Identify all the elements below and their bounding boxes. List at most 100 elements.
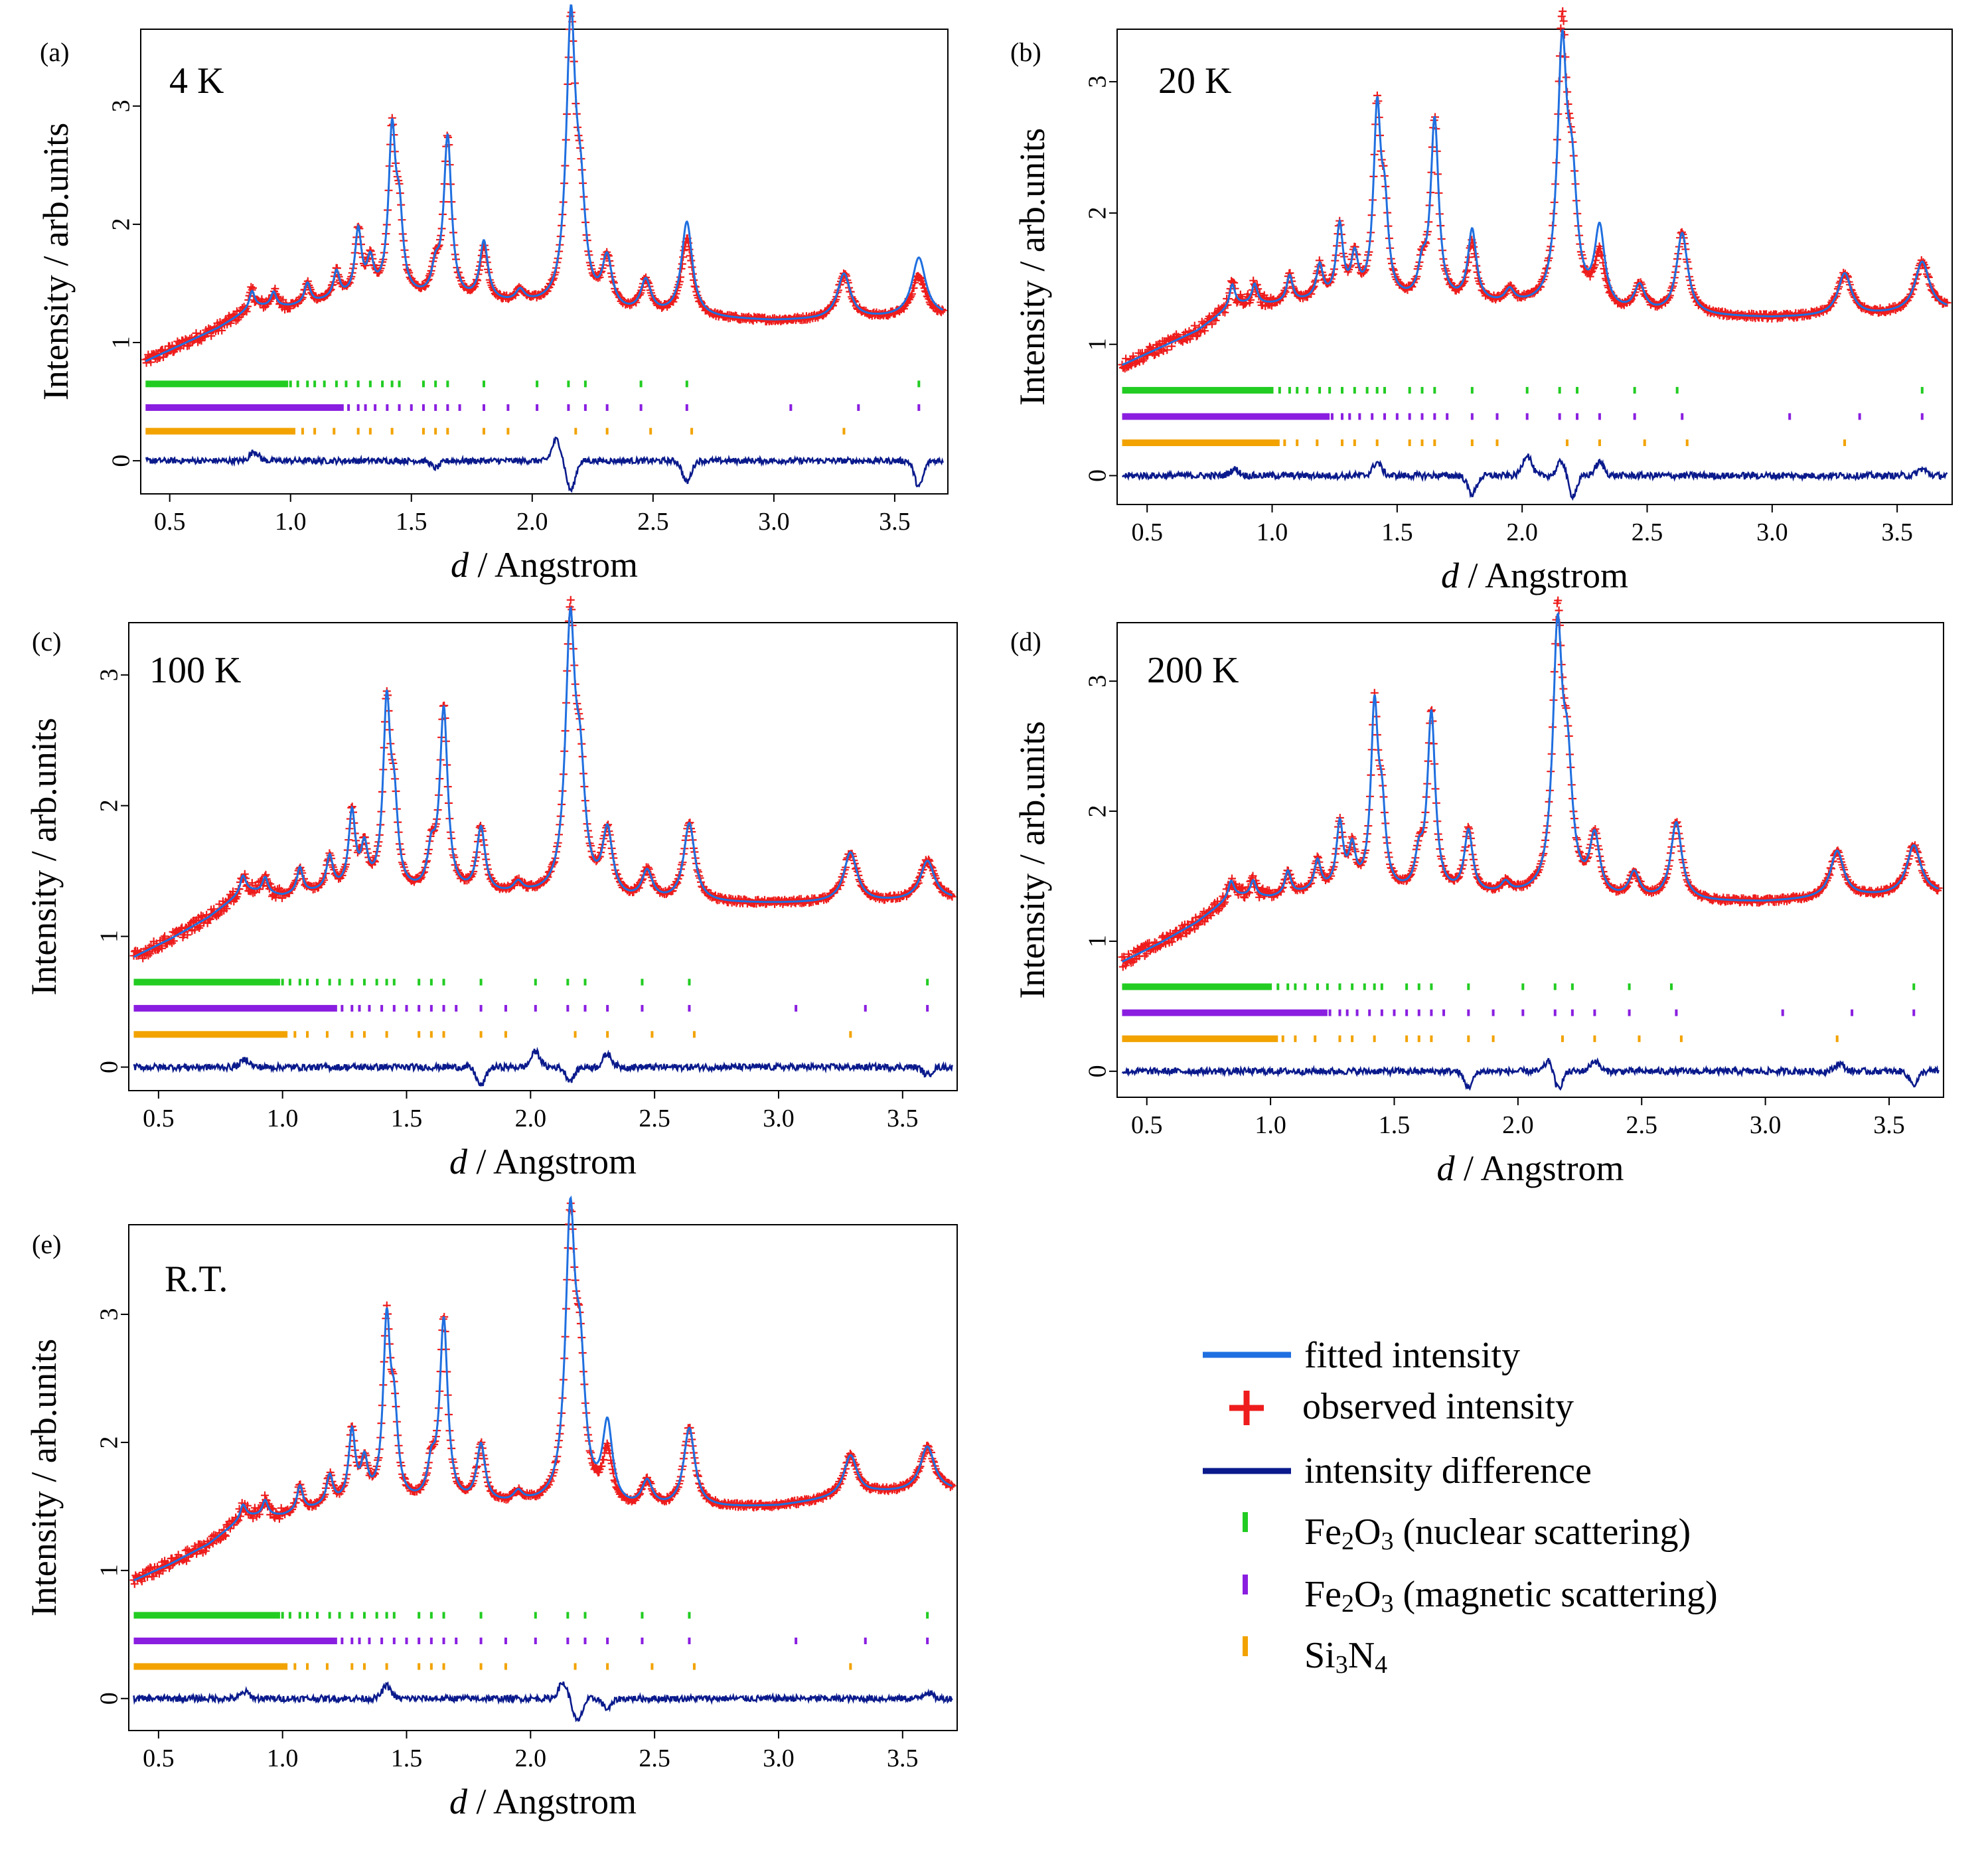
plot-frame bbox=[128, 1224, 958, 1731]
magnetic-tick bbox=[641, 1004, 644, 1012]
magnetic-tick bbox=[641, 1637, 644, 1644]
magnetic-tick bbox=[1553, 1009, 1557, 1016]
nuclear-tick bbox=[338, 1612, 341, 1619]
legend-si3n4-label: Si3N4 bbox=[1304, 1635, 1387, 1679]
magnetic-tick bbox=[639, 404, 643, 411]
plot-frame bbox=[1116, 622, 1944, 1098]
magnetic-tick bbox=[1408, 413, 1411, 420]
nuclear-tick bbox=[368, 380, 372, 388]
x-tick-label: 1.5 bbox=[1379, 1111, 1411, 1139]
nuclear-tick-band bbox=[133, 978, 280, 986]
nuclear-tick bbox=[1351, 983, 1354, 990]
si3n4-tick-row-c bbox=[133, 1031, 852, 1038]
si3n4-tick-row-b bbox=[1122, 439, 1847, 447]
x-tick-label: 3.5 bbox=[879, 508, 911, 536]
magnetic-tick bbox=[1358, 413, 1361, 420]
x-tick-label: 0.5 bbox=[154, 508, 186, 536]
observed-series-e bbox=[129, 1199, 956, 1588]
y-axis-title: Intensity / arb.units bbox=[24, 718, 64, 995]
si3n4-tick bbox=[1598, 439, 1601, 447]
nuclear-tick bbox=[1363, 983, 1366, 990]
nuclear-tick bbox=[289, 380, 292, 388]
si3n4-tick bbox=[1373, 1035, 1376, 1042]
magnetic-tick bbox=[857, 404, 860, 411]
magnetic-tick bbox=[504, 1637, 507, 1644]
si3n4-tick bbox=[385, 1663, 388, 1670]
nuclear-tick bbox=[639, 380, 643, 388]
y-axis-title: Intensity / arb.units bbox=[24, 1339, 64, 1616]
difference-series-e bbox=[133, 1681, 953, 1723]
y-tick-label: 3 bbox=[96, 668, 123, 681]
si3n4-tick bbox=[1495, 439, 1499, 447]
magnetic-tick bbox=[566, 1004, 570, 1012]
magnetic-tick bbox=[583, 404, 587, 411]
nuclear-tick bbox=[1669, 983, 1673, 990]
temperature-label-e: R.T. bbox=[165, 1259, 228, 1300]
panel-a: (a) 4 K 0.5 1.0 1.5 2.0 2.5 3.0 3.5 0 1 2 3 d / Angst… bbox=[36, 4, 949, 585]
plot-frame bbox=[128, 622, 958, 1091]
nuclear-tick bbox=[288, 1612, 291, 1619]
magnetic-tick bbox=[482, 404, 485, 411]
legend-magnetic-tick bbox=[1243, 1575, 1248, 1594]
si3n4-tick bbox=[1679, 1035, 1683, 1042]
y-tick-label: 3 bbox=[1084, 76, 1112, 88]
x-axis-title: d / Angstrom bbox=[449, 1142, 637, 1182]
magnetic-tick bbox=[418, 1004, 421, 1012]
x-tick-label: 1.0 bbox=[1257, 518, 1288, 546]
si3n4-tick bbox=[442, 1031, 445, 1038]
y-tick-label: 3 bbox=[1084, 675, 1112, 688]
nuclear-tick bbox=[385, 1612, 388, 1619]
si3n4-tick bbox=[362, 1663, 366, 1670]
nuclear-tick bbox=[375, 978, 378, 986]
si3n4-tick-band bbox=[133, 1663, 288, 1670]
nuclear-tick bbox=[362, 1612, 366, 1619]
x-tick-label: 2.5 bbox=[639, 1744, 670, 1772]
si3n4-tick-row-e bbox=[133, 1663, 852, 1670]
nuclear-tick bbox=[926, 1612, 929, 1619]
magnetic-tick bbox=[1340, 413, 1343, 420]
magnetic-tick bbox=[429, 1004, 433, 1012]
magnetic-tick bbox=[458, 404, 461, 411]
magnetic-tick-band bbox=[1122, 413, 1330, 420]
magnetic-tick bbox=[455, 1637, 458, 1644]
nuclear-tick bbox=[421, 380, 425, 388]
magnetic-tick bbox=[1781, 1009, 1784, 1016]
nuclear-tick bbox=[1570, 983, 1574, 990]
si3n4-tick bbox=[1294, 1035, 1297, 1042]
x-tick-label: 2.0 bbox=[515, 1105, 547, 1132]
magnetic-tick bbox=[1558, 413, 1561, 420]
si3n4-tick bbox=[333, 427, 336, 435]
nuclear-tick bbox=[1306, 386, 1309, 394]
nuclear-tick-band bbox=[1122, 983, 1271, 990]
y-axis-title: Intensity / arb.units bbox=[36, 123, 76, 400]
x-tick-label: 2.5 bbox=[637, 508, 669, 536]
x-tick-label: 0.5 bbox=[143, 1105, 175, 1132]
magnetic-tick bbox=[1433, 413, 1436, 420]
si3n4-tick bbox=[1593, 1035, 1596, 1042]
nuclear-tick bbox=[1920, 386, 1924, 394]
nuclear-tick bbox=[566, 1612, 570, 1619]
si3n4-tick bbox=[1565, 439, 1568, 447]
nuclear-tick-row-a bbox=[145, 380, 921, 388]
observed-series-a bbox=[141, 8, 947, 367]
panel-c: (c) 100 K 0.5 1.0 1.5 2.0 2.5 3.0 3.5 0 1 2 3 d / Ang… bbox=[24, 595, 958, 1182]
nuclear-tick bbox=[288, 978, 291, 986]
magnetic-tick bbox=[1521, 1009, 1525, 1016]
magnetic-tick bbox=[350, 1004, 354, 1012]
magnetic-tick bbox=[1345, 1009, 1349, 1016]
x-tick-label: 2.0 bbox=[1502, 1111, 1534, 1139]
si3n4-tick bbox=[306, 1031, 309, 1038]
magnetic-tick-band bbox=[1122, 1009, 1328, 1016]
si3n4-tick bbox=[1643, 439, 1646, 447]
nuclear-tick bbox=[536, 380, 539, 388]
magnetic-tick bbox=[1525, 413, 1529, 420]
magnetic-tick bbox=[1495, 413, 1499, 420]
si3n4-tick bbox=[1338, 1035, 1341, 1042]
magnetic-tick bbox=[356, 404, 360, 411]
magnetic-tick bbox=[479, 1637, 483, 1644]
magnetic-tick bbox=[341, 1637, 344, 1644]
nuclear-tick bbox=[350, 1612, 354, 1619]
si3n4-tick bbox=[1491, 1035, 1495, 1042]
nuclear-tick bbox=[1558, 386, 1561, 394]
magnetic-tick bbox=[358, 1637, 361, 1644]
